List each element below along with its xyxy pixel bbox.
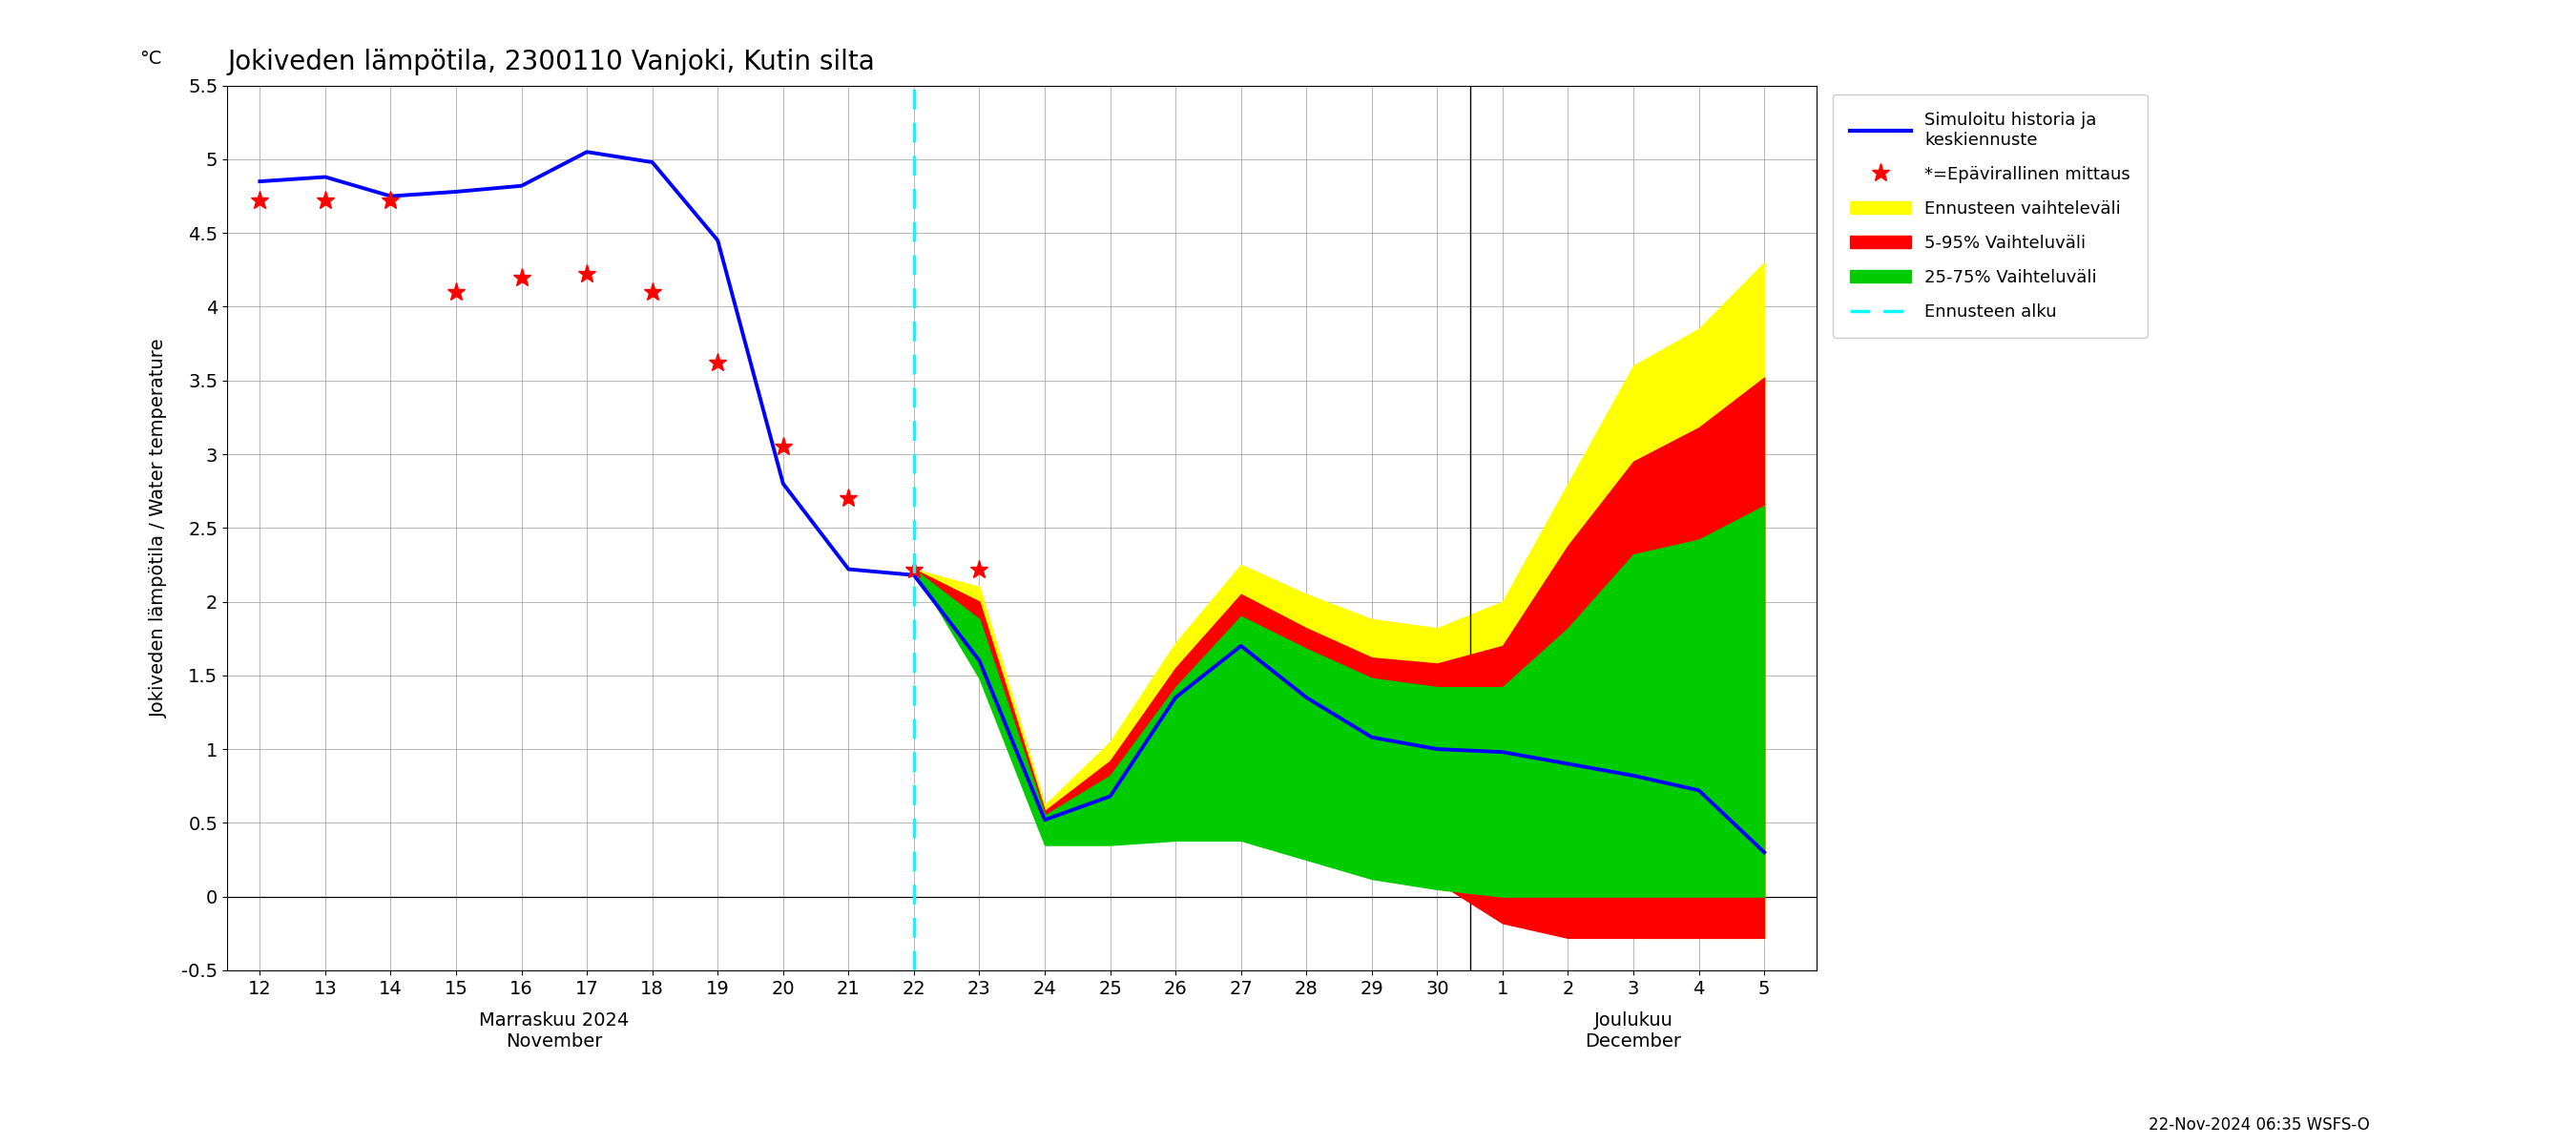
Legend: Simuloitu historia ja
keskiennuste, *=Epävirallinen mittaus, Ennusteen vaihtelev: Simuloitu historia ja keskiennuste, *=Ep… <box>1834 94 2148 338</box>
Text: °C: °C <box>139 49 162 68</box>
Text: Marraskuu 2024
November: Marraskuu 2024 November <box>479 1011 629 1051</box>
Text: Joulukuu
December: Joulukuu December <box>1584 1011 1682 1051</box>
Y-axis label: Jokiveden lämpötila / Water temperature: Jokiveden lämpötila / Water temperature <box>149 338 167 718</box>
Text: Jokiveden lämpötila, 2300110 Vanjoki, Kutin silta: Jokiveden lämpötila, 2300110 Vanjoki, Ku… <box>227 48 876 76</box>
Text: 22-Nov-2024 06:35 WSFS-O: 22-Nov-2024 06:35 WSFS-O <box>2148 1116 2370 1134</box>
